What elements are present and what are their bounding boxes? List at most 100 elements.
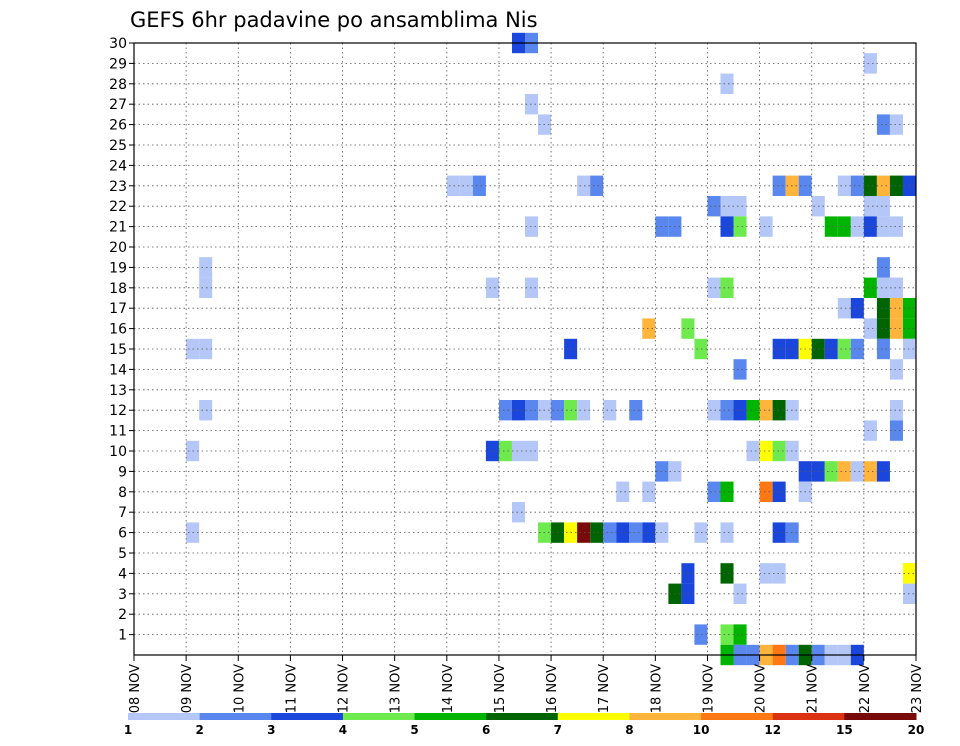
y-tick-label: 2	[118, 607, 127, 623]
heatmap-cell	[590, 175, 604, 196]
heatmap-cell	[720, 481, 734, 502]
x-tick-label: 15 NOV	[493, 664, 508, 713]
chart-title: GEFS 6hr padavine po ansamblima Nis	[130, 8, 538, 32]
heatmap-cell	[642, 522, 656, 543]
heatmap-cell	[629, 522, 643, 543]
x-tick-label: 14 NOV	[441, 664, 456, 713]
heatmap-cell	[837, 298, 851, 319]
x-tick-label: 17 NOV	[597, 664, 612, 713]
heatmap-cell	[876, 114, 890, 135]
x-tick-label: 18 NOV	[649, 664, 664, 713]
legend-swatch	[486, 713, 559, 720]
heatmap-cell	[889, 359, 903, 380]
heatmap-cell	[511, 400, 525, 421]
y-axis: 1234567891011121314151617181920212223242…	[109, 36, 134, 644]
heatmap-cell	[642, 318, 656, 339]
heatmap-cell	[694, 338, 708, 360]
heatmap-cell	[824, 338, 838, 360]
x-tick-label: 20 NOV	[754, 664, 769, 713]
heatmap-cell	[837, 216, 851, 237]
heatmap-cell	[642, 481, 656, 502]
heatmap-cell	[876, 175, 890, 196]
y-tick-label: 7	[118, 505, 127, 521]
heatmap-cell	[759, 440, 773, 462]
heatmap-cell	[863, 318, 877, 339]
heatmap-cell	[850, 175, 864, 196]
y-tick-label: 18	[109, 281, 127, 297]
y-tick-label: 9	[118, 464, 127, 480]
heatmap-cell	[889, 298, 903, 319]
heatmap-cell	[876, 338, 890, 360]
heatmap-cell	[616, 522, 630, 543]
y-tick-label: 28	[109, 77, 127, 93]
heatmap-cell	[720, 216, 734, 237]
legend-label: 8	[625, 723, 633, 737]
heatmap-cell	[876, 216, 890, 237]
x-tick-label: 11 NOV	[284, 664, 299, 713]
y-tick-label: 11	[109, 424, 127, 440]
legend-swatch	[128, 713, 201, 720]
heatmap-cells	[186, 32, 916, 666]
heatmap-cell	[733, 624, 747, 645]
legend-label: 2	[195, 723, 203, 737]
heatmap-cell	[459, 175, 473, 196]
y-tick-label: 19	[109, 260, 127, 276]
legend-swatch	[629, 713, 702, 720]
heatmap-cell	[733, 400, 747, 421]
heatmap-cell	[889, 216, 903, 237]
x-tick-label: 16 NOV	[545, 664, 560, 713]
heatmap-cell	[720, 563, 734, 584]
heatmap-cell	[498, 440, 512, 462]
heatmap-cell	[511, 440, 525, 462]
y-tick-label: 3	[118, 587, 127, 603]
heatmap-cell	[746, 400, 760, 421]
heatmap-cell	[199, 338, 213, 360]
heatmap-cell	[889, 420, 903, 441]
y-tick-label: 16	[109, 322, 127, 338]
x-tick-label: 10 NOV	[232, 664, 247, 713]
legend-swatch	[772, 713, 845, 720]
legend-label: 4	[339, 723, 347, 737]
y-tick-label: 27	[109, 97, 127, 113]
y-tick-label: 21	[109, 220, 127, 236]
heatmap-cell	[603, 522, 617, 543]
heatmap-cell	[889, 277, 903, 298]
heatmap-cell	[824, 461, 838, 482]
heatmap-cell	[525, 400, 539, 421]
legend-swatch	[701, 713, 774, 720]
y-tick-label: 15	[109, 342, 127, 358]
heatmap-cell	[876, 461, 890, 482]
heatmap-cell	[863, 175, 877, 196]
x-tick-label: 09 NOV	[180, 664, 195, 713]
x-axis: 08 NOV 09 NOV 10 NOV 11 NOV 12 NOV 13 NOV 14 N…	[128, 655, 925, 713]
heatmap-cell	[720, 277, 734, 298]
heatmap-cell	[876, 277, 890, 298]
heatmap-cell	[824, 216, 838, 237]
y-tick-label: 8	[118, 485, 127, 501]
heatmap-cell	[694, 624, 708, 645]
heatmap-cell	[720, 73, 734, 94]
legend-swatch	[844, 713, 917, 720]
heatmap-cell	[876, 196, 890, 217]
heatmap-cell	[876, 298, 890, 319]
heatmap-cell	[746, 440, 760, 462]
y-tick-label: 23	[109, 179, 127, 195]
x-tick-label: 13 NOV	[389, 664, 404, 713]
x-tick-label: 12 NOV	[337, 664, 352, 713]
grid-lines	[134, 43, 916, 655]
heatmap-cell	[733, 196, 747, 217]
x-tick-label: 22 NOV	[858, 664, 873, 713]
heatmap-cell	[577, 522, 591, 543]
y-tick-label: 6	[118, 526, 127, 542]
legend-label: 5	[410, 723, 418, 737]
heatmap-cell	[498, 400, 512, 421]
heatmap-cell	[707, 196, 721, 217]
heatmap-cell	[863, 216, 877, 237]
heatmap-cell	[733, 216, 747, 237]
y-tick-label: 4	[118, 566, 127, 582]
legend-label: 12	[764, 723, 781, 737]
heatmap-cell	[733, 583, 747, 604]
heatmap-cell	[603, 400, 617, 421]
heatmap-cell	[707, 481, 721, 502]
